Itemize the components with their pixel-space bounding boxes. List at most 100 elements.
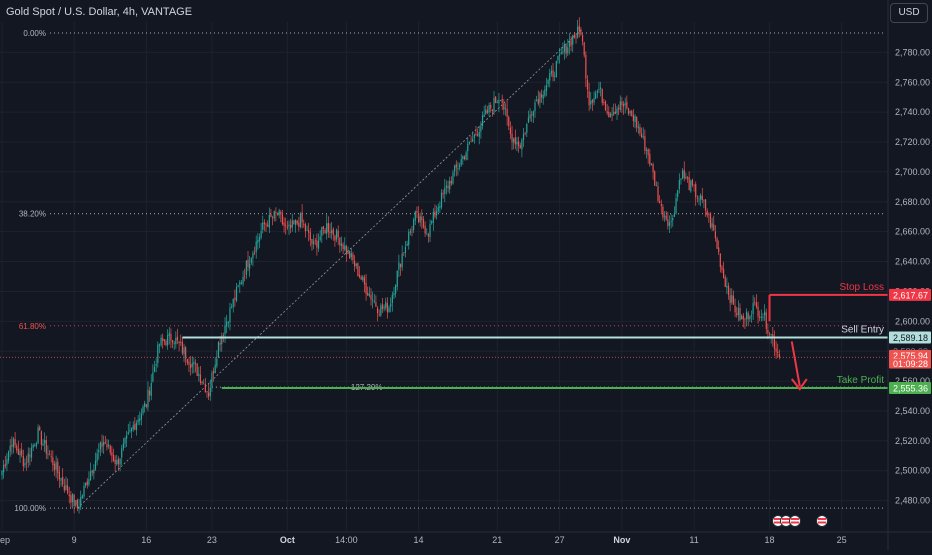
candle-body xyxy=(506,108,508,117)
candle-body xyxy=(286,226,288,228)
candle-body xyxy=(155,364,157,366)
candle-body xyxy=(335,229,338,240)
x-tick-label: 18 xyxy=(765,535,775,545)
candle-body xyxy=(324,229,326,233)
candle-body xyxy=(714,231,716,238)
currency-button[interactable]: USD xyxy=(890,3,928,23)
candle-body xyxy=(522,133,525,141)
candle-body xyxy=(85,482,87,486)
candle-body xyxy=(598,89,600,91)
candle-body xyxy=(406,243,408,246)
candle-body xyxy=(237,285,239,287)
candle-body xyxy=(301,212,303,223)
fib-trend-line[interactable] xyxy=(77,29,582,509)
candle-body xyxy=(472,138,474,142)
candle-body xyxy=(380,305,382,316)
candle-body xyxy=(281,214,284,224)
candle-body xyxy=(99,442,101,450)
candle-body xyxy=(153,366,156,372)
candle-body xyxy=(194,363,197,365)
sell-entry-price-badge-bg xyxy=(889,331,931,344)
candle-body xyxy=(508,117,510,127)
y-tick-label: 2,720.00 xyxy=(895,137,930,147)
candle-body xyxy=(39,426,41,431)
x-tick-label: Nov xyxy=(613,535,630,545)
candle-body xyxy=(290,225,292,229)
candle-body xyxy=(217,342,220,358)
candle-body xyxy=(701,195,703,200)
candle-body xyxy=(253,252,256,254)
candle-body xyxy=(81,495,83,498)
candle-body xyxy=(190,364,192,368)
candle-body xyxy=(609,113,612,118)
candle-body xyxy=(327,222,329,232)
candle-body xyxy=(211,372,213,387)
candle-body xyxy=(199,374,202,383)
candle-body xyxy=(604,101,607,111)
candle-body xyxy=(439,206,441,208)
candle-body xyxy=(22,456,24,467)
candle-body xyxy=(314,240,316,242)
candle-body xyxy=(224,325,226,335)
candle-body xyxy=(567,47,569,54)
candle-body xyxy=(724,277,726,287)
candle-body xyxy=(534,102,536,112)
candle-body xyxy=(580,29,582,35)
candle-body xyxy=(204,383,206,393)
candle-body xyxy=(229,307,231,323)
event-icon-flag-3[interactable] xyxy=(789,515,801,527)
candle-body xyxy=(58,472,60,480)
candle-body xyxy=(7,451,10,461)
candle-body xyxy=(55,462,57,470)
candle-body xyxy=(765,312,767,329)
candle-body xyxy=(450,181,452,184)
candle-body xyxy=(478,131,480,137)
candle-body xyxy=(316,240,318,248)
x-tick-label: 21 xyxy=(492,535,502,545)
candle-body xyxy=(560,52,562,55)
candle-body xyxy=(486,110,489,113)
candle-body xyxy=(317,240,320,249)
candle-body xyxy=(532,111,534,116)
candle-body xyxy=(175,337,177,345)
candle-body xyxy=(519,145,521,149)
y-tick-label: 2,560.00 xyxy=(895,376,930,386)
candle-body xyxy=(158,344,161,346)
candle-body xyxy=(503,103,505,110)
candle-body xyxy=(258,237,261,242)
event-icon-flag-4[interactable] xyxy=(816,515,828,527)
candle-body xyxy=(98,450,100,453)
candle-body xyxy=(708,213,710,215)
take-profit-price-badge: 2,555.36 xyxy=(893,384,928,394)
candle-body xyxy=(504,107,507,109)
candle-body xyxy=(768,333,771,335)
candle-body xyxy=(93,469,95,474)
candle-body xyxy=(693,184,695,186)
y-tick-label: 2,700.00 xyxy=(895,167,930,177)
candle-body xyxy=(386,303,388,313)
candle-body xyxy=(171,340,174,343)
candle-body xyxy=(581,35,584,42)
price-axis[interactable] xyxy=(888,0,932,550)
candle-body xyxy=(680,178,682,181)
candle-body xyxy=(639,126,641,134)
countdown-badge-bg xyxy=(889,358,931,369)
candle-body xyxy=(42,443,44,446)
candle-body xyxy=(24,463,26,466)
candle-body xyxy=(537,98,539,104)
candle-body xyxy=(299,213,302,227)
candle-body xyxy=(742,315,744,320)
stop-loss-price-badge-bg xyxy=(889,288,931,301)
candle-body xyxy=(737,307,739,316)
candle-body xyxy=(672,217,674,221)
event-icon-flag-1-stripe-2 xyxy=(774,521,782,524)
candle-body xyxy=(698,199,700,201)
candle-body xyxy=(342,244,344,250)
candle-body xyxy=(652,164,654,173)
candle-body xyxy=(285,225,287,226)
x-tick-label: Oct xyxy=(280,535,295,545)
candle-body xyxy=(193,361,195,365)
candle-body xyxy=(383,307,385,309)
